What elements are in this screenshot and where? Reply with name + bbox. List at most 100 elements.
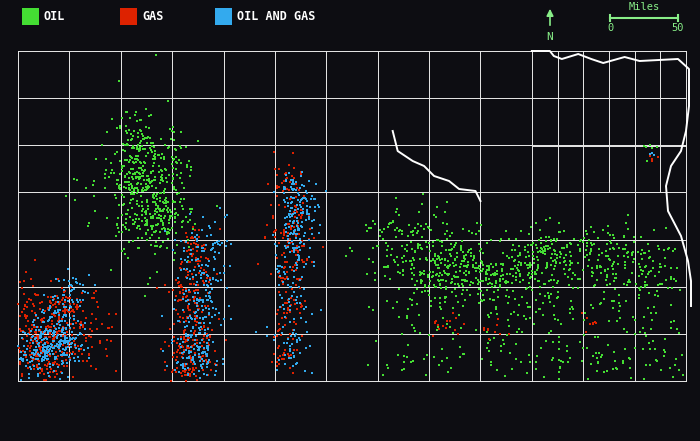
Point	[189, 226, 200, 233]
Point	[285, 365, 296, 372]
Point	[450, 242, 461, 249]
Point	[172, 297, 183, 304]
Point	[445, 232, 456, 239]
Point	[195, 363, 206, 370]
Point	[137, 169, 148, 176]
Point	[387, 304, 398, 311]
Point	[284, 345, 295, 352]
Point	[209, 253, 220, 260]
Point	[185, 356, 196, 363]
Point	[181, 247, 193, 254]
Point	[59, 287, 70, 294]
Point	[183, 243, 194, 250]
Point	[40, 341, 51, 348]
Point	[491, 278, 502, 285]
Point	[555, 365, 566, 372]
Point	[461, 263, 472, 270]
Point	[193, 319, 204, 326]
Point	[391, 234, 402, 241]
Point	[186, 369, 197, 376]
Point	[184, 348, 195, 355]
Point	[188, 361, 199, 368]
Point	[525, 359, 536, 366]
Point	[445, 364, 456, 371]
Point	[390, 259, 401, 266]
Point	[417, 288, 428, 295]
Point	[44, 304, 55, 311]
Point	[468, 253, 480, 260]
Point	[29, 350, 41, 357]
Point	[553, 338, 564, 345]
Point	[508, 265, 519, 273]
Point	[128, 191, 139, 198]
Point	[286, 222, 297, 229]
Point	[561, 243, 572, 250]
Point	[53, 314, 64, 321]
Point	[160, 225, 171, 232]
Point	[195, 314, 206, 321]
Point	[281, 268, 293, 275]
Point	[47, 302, 58, 309]
Point	[22, 359, 33, 366]
Point	[29, 256, 41, 263]
Point	[57, 353, 68, 360]
Point	[176, 361, 187, 368]
Point	[83, 333, 94, 340]
Point	[39, 348, 50, 355]
Point	[412, 220, 423, 227]
Point	[622, 279, 634, 286]
Point	[274, 342, 285, 349]
Point	[564, 266, 575, 273]
Point	[151, 209, 162, 216]
Point	[163, 225, 174, 232]
Point	[544, 293, 555, 300]
Point	[129, 144, 140, 151]
Point	[288, 223, 300, 230]
Point	[181, 239, 192, 246]
Point	[60, 313, 71, 320]
Point	[660, 277, 671, 284]
Point	[31, 344, 42, 351]
Point	[276, 264, 288, 271]
Point	[45, 314, 56, 321]
Point	[587, 269, 598, 276]
Point	[27, 301, 38, 308]
Point	[580, 246, 592, 253]
Point	[629, 255, 640, 262]
Point	[183, 370, 194, 377]
Point	[62, 265, 74, 273]
Point	[66, 331, 78, 338]
Point	[20, 322, 32, 329]
Point	[384, 275, 395, 282]
Point	[286, 198, 297, 206]
Point	[293, 247, 304, 254]
Point	[136, 130, 148, 137]
Point	[36, 366, 48, 373]
Point	[378, 371, 389, 378]
Point	[475, 222, 486, 229]
Point	[279, 170, 290, 177]
Point	[71, 344, 82, 351]
Point	[288, 249, 299, 256]
Point	[295, 209, 307, 217]
Point	[169, 206, 181, 213]
Point	[486, 271, 497, 278]
Point	[556, 245, 567, 252]
Point	[284, 217, 295, 224]
Point	[142, 185, 153, 192]
Point	[202, 325, 214, 332]
Point	[25, 328, 36, 335]
Point	[49, 328, 60, 335]
Point	[58, 338, 69, 345]
Point	[295, 303, 306, 310]
Point	[153, 169, 164, 176]
Point	[587, 320, 598, 327]
Point	[440, 231, 451, 238]
Point	[636, 247, 648, 254]
Point	[106, 159, 117, 166]
Text: N: N	[547, 32, 554, 42]
Point	[299, 367, 310, 374]
Point	[289, 296, 300, 303]
Point	[210, 306, 221, 313]
Point	[119, 141, 130, 148]
